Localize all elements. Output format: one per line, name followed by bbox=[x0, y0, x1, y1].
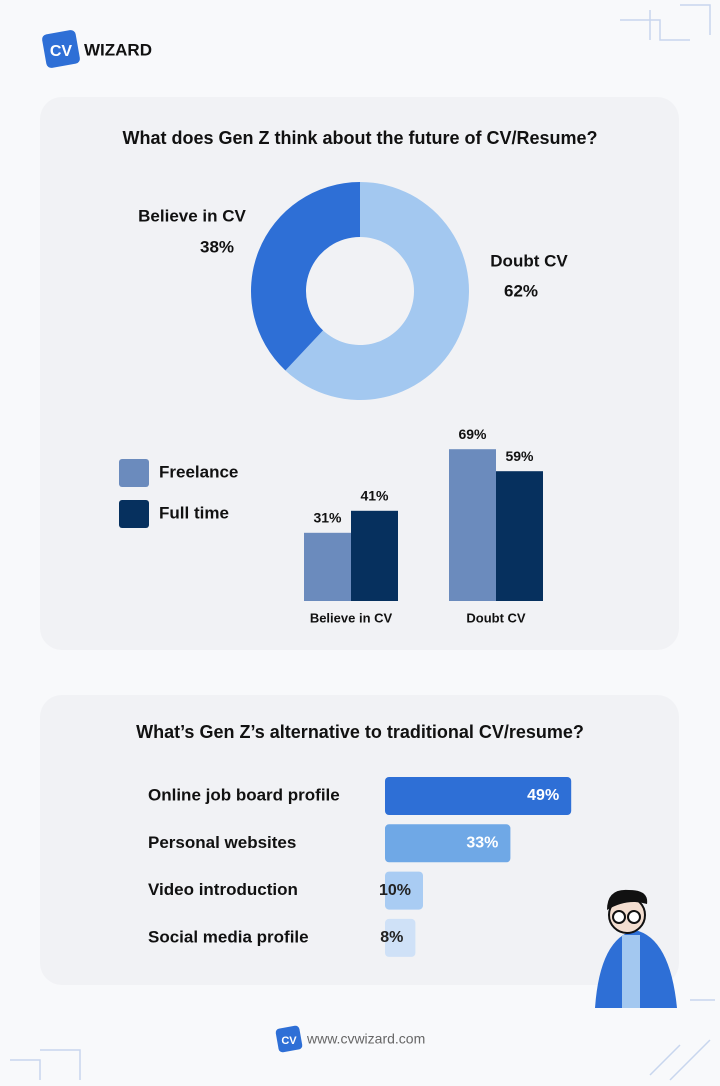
slice-label: Doubt CV bbox=[490, 251, 568, 270]
legend-label: Full time bbox=[159, 503, 229, 522]
x-tick-label: Doubt CV bbox=[466, 610, 526, 625]
bar bbox=[449, 449, 496, 601]
bar bbox=[385, 824, 511, 863]
hair bbox=[607, 889, 648, 910]
slice-label: Believe in CV bbox=[138, 206, 246, 225]
legend-label: Freelance bbox=[159, 462, 238, 481]
footer-logo-text: CV bbox=[281, 1035, 297, 1047]
corner-pattern bbox=[649, 999, 715, 1081]
bar-value: 59% bbox=[505, 448, 534, 464]
slice-value: 62% bbox=[504, 281, 538, 300]
chart-title: What does Gen Z think about the future o… bbox=[122, 128, 597, 148]
bar bbox=[351, 510, 398, 601]
corner-pattern bbox=[10, 1049, 81, 1080]
bar bbox=[385, 777, 572, 815]
character bbox=[595, 889, 677, 1008]
logo-text: CV bbox=[50, 43, 73, 60]
bar-value: 33% bbox=[466, 835, 498, 852]
bar-value: 10% bbox=[379, 882, 411, 899]
bar-value: 31% bbox=[313, 510, 342, 526]
y-tick-label: Video introduction bbox=[148, 880, 298, 899]
bar bbox=[496, 471, 543, 601]
bar bbox=[304, 532, 351, 601]
logo: CV WIZARD bbox=[42, 30, 152, 68]
corner-pattern bbox=[620, 4, 711, 41]
y-tick-label: Online job board profile bbox=[148, 785, 340, 804]
footer: CV www.cvwizard.com bbox=[275, 1025, 425, 1053]
decoration bbox=[10, 4, 715, 1081]
chart-title: What’s Gen Z’s alternative to traditiona… bbox=[136, 722, 584, 742]
bar bbox=[385, 871, 423, 910]
bar-value: 41% bbox=[360, 488, 389, 504]
bar-value: 49% bbox=[527, 787, 559, 804]
legend-swatch bbox=[119, 459, 149, 487]
footer-url: www.cvwizard.com bbox=[306, 1031, 425, 1047]
donut-segment bbox=[251, 182, 360, 371]
bar-value: 8% bbox=[380, 929, 403, 946]
glasses bbox=[627, 910, 641, 924]
card bbox=[40, 695, 679, 985]
y-tick-label: Social media profile bbox=[148, 927, 309, 946]
donut-segment bbox=[285, 182, 470, 400]
legend-swatch bbox=[119, 500, 149, 528]
brand-name: WIZARD bbox=[84, 40, 152, 59]
bar bbox=[385, 918, 416, 957]
bar-value: 69% bbox=[458, 426, 487, 442]
logo-badge bbox=[42, 30, 80, 68]
x-tick-label: Believe in CV bbox=[310, 610, 393, 625]
glasses bbox=[612, 910, 626, 924]
slice-value: 38% bbox=[200, 237, 234, 256]
shirt bbox=[622, 935, 640, 1008]
y-tick-label: Personal websites bbox=[148, 833, 296, 852]
footer-logo bbox=[275, 1025, 303, 1053]
